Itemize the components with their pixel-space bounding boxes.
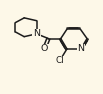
Text: O: O [41, 44, 48, 53]
Text: Cl: Cl [55, 56, 64, 65]
Text: N: N [33, 29, 40, 38]
Text: N: N [77, 44, 84, 53]
